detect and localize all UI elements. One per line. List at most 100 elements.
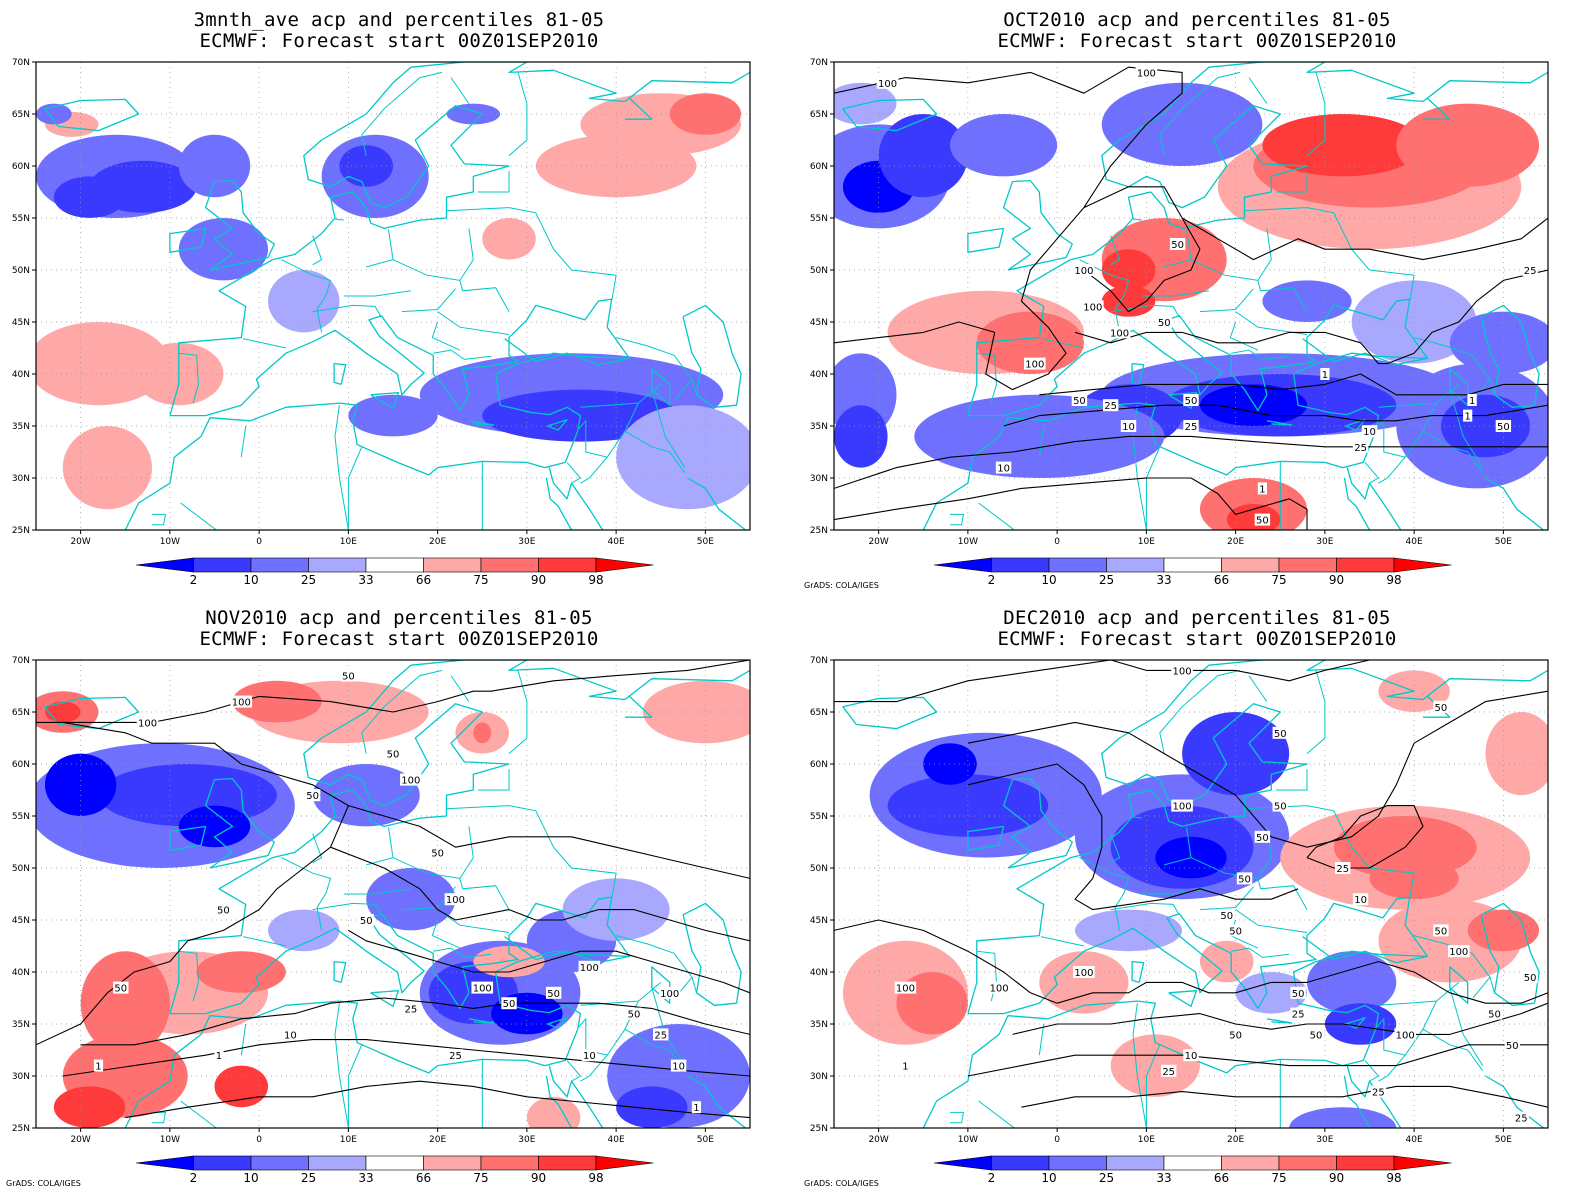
country-border bbox=[1231, 349, 1290, 360]
colorbar-label: 98 bbox=[588, 573, 603, 587]
country-border bbox=[1449, 389, 1484, 468]
panel-title: NOV2010 acp and percentiles 81-05 ECMWF:… bbox=[0, 608, 798, 650]
colorbar-min-arrow bbox=[135, 1155, 194, 1171]
panel-dec2010: DEC2010 acp and percentiles 81-05 ECMWF:… bbox=[798, 598, 1596, 1196]
country-border bbox=[1186, 827, 1192, 858]
panel-seasonal-mean: 3mnth_ave acp and percentiles 81-05 ECMW… bbox=[0, 0, 798, 598]
contour-label: 10 bbox=[997, 464, 1010, 475]
title-line-2: ECMWF: Forecast start 00Z01SEP2010 bbox=[997, 628, 1397, 650]
colorbar-segment bbox=[1106, 557, 1165, 573]
above-normal-region bbox=[53, 1086, 126, 1128]
contour-label-bg bbox=[1394, 1028, 1416, 1041]
contour-label: 50 bbox=[1524, 973, 1537, 984]
x-tick-label: 50E bbox=[1495, 537, 1512, 547]
colorbar-label: 25 bbox=[301, 1171, 316, 1185]
country-border bbox=[1306, 670, 1326, 754]
x-tick-label: 20W bbox=[70, 1135, 90, 1145]
contour-label: 1 bbox=[1469, 396, 1475, 407]
colorbar-segment bbox=[538, 1155, 597, 1171]
colorbar-segment bbox=[1163, 1155, 1222, 1171]
country-border bbox=[334, 1003, 349, 1128]
contour-label: 100 bbox=[1025, 360, 1044, 371]
contour-label: 10 bbox=[1122, 422, 1135, 433]
country-border bbox=[580, 982, 662, 1006]
x-tick-label: 20W bbox=[868, 537, 888, 547]
below-normal-region bbox=[53, 176, 126, 218]
contour-label-bg bbox=[1486, 1007, 1503, 1020]
colorbar-label: 66 bbox=[416, 1171, 431, 1185]
contour-label: 50 bbox=[1274, 802, 1287, 813]
colorbar-label: 25 bbox=[301, 573, 316, 587]
contour-label-bg bbox=[215, 903, 232, 916]
contour-label: 50 bbox=[628, 1010, 641, 1021]
colorbar: 2 10 25 33 66 75 90 98 bbox=[135, 1155, 654, 1185]
country-border bbox=[1378, 982, 1460, 1006]
contour-label-bg bbox=[93, 1059, 104, 1072]
contour-label-bg bbox=[578, 960, 601, 973]
coastline bbox=[1480, 902, 1540, 1006]
colorbar-label: 66 bbox=[1214, 573, 1229, 587]
colorbar-min-arrow bbox=[933, 1155, 992, 1171]
contour-label: 1 bbox=[902, 1062, 908, 1073]
contour-label: 100 bbox=[1449, 947, 1468, 958]
y-tick-label: 45N bbox=[810, 916, 828, 926]
coastline bbox=[169, 660, 750, 1014]
contour-label: 10 bbox=[672, 1062, 685, 1073]
contour-label-bg bbox=[1352, 893, 1369, 906]
above-normal-region bbox=[1039, 951, 1129, 1014]
coastline bbox=[468, 420, 495, 426]
country-border bbox=[446, 805, 617, 900]
country-border bbox=[459, 826, 510, 910]
above-normal-region bbox=[1369, 857, 1459, 900]
contour-label-bg bbox=[1361, 425, 1378, 438]
y-tick-label: 65N bbox=[810, 110, 828, 120]
country-border bbox=[1376, 419, 1407, 484]
contour-label: 100 bbox=[1110, 328, 1129, 339]
country-border bbox=[1404, 1000, 1437, 1056]
contour-label: 50 bbox=[1435, 703, 1448, 714]
contour-label-bg bbox=[1071, 394, 1088, 406]
above-normal-region bbox=[669, 93, 742, 135]
contour-label: 100 bbox=[1137, 68, 1156, 79]
x-tick-label: 50E bbox=[697, 537, 714, 547]
below-normal-region bbox=[178, 134, 251, 198]
y-tick-label: 35N bbox=[810, 1020, 828, 1030]
coastline bbox=[1345, 419, 1366, 431]
y-tick-label: 25N bbox=[810, 526, 828, 536]
coastline bbox=[1485, 477, 1544, 530]
contour-label-bg bbox=[403, 1002, 419, 1015]
contour-label-bg bbox=[1082, 300, 1104, 313]
country-border bbox=[1231, 947, 1290, 958]
contour-label-bg bbox=[1183, 394, 1199, 406]
below-normal-region bbox=[178, 218, 269, 281]
country-border bbox=[1235, 909, 1308, 933]
country-border bbox=[281, 857, 332, 931]
contour-label-bg bbox=[444, 893, 467, 906]
y-tick-label: 55N bbox=[810, 214, 828, 224]
x-tick-label: 40E bbox=[1406, 537, 1423, 547]
contour-label-bg bbox=[447, 1049, 464, 1062]
contour-label: 100 bbox=[138, 718, 157, 729]
coastline bbox=[547, 1017, 568, 1029]
x-tick-label: 50E bbox=[1495, 1135, 1512, 1145]
country-border bbox=[1199, 288, 1254, 313]
panel-title: DEC2010 acp and percentiles 81-05 ECMWF:… bbox=[798, 608, 1596, 650]
contour-label: 100 bbox=[1173, 802, 1192, 813]
contour-label-bg bbox=[1272, 726, 1288, 739]
colorbar-segment bbox=[538, 557, 597, 573]
y-tick-label: 65N bbox=[12, 708, 30, 718]
contour-line bbox=[834, 435, 1548, 489]
coastline bbox=[687, 477, 746, 530]
contour-line bbox=[1083, 186, 1201, 313]
colorbar-label: 33 bbox=[1156, 573, 1171, 587]
above-normal-region bbox=[1101, 249, 1156, 291]
colorbar-label: 75 bbox=[473, 1171, 488, 1185]
contour-label: 100 bbox=[896, 984, 915, 995]
coastline bbox=[967, 825, 1005, 851]
colorbar-max-arrow bbox=[595, 1155, 654, 1171]
colorbar-label: 90 bbox=[531, 573, 546, 587]
colorbar-label: 66 bbox=[416, 573, 431, 587]
x-tick-label: 40E bbox=[608, 537, 625, 547]
